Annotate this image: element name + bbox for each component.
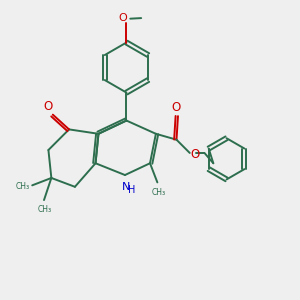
Text: CH₃: CH₃ — [38, 206, 52, 214]
Text: H: H — [128, 185, 135, 195]
Text: N: N — [122, 182, 130, 192]
Text: O: O — [172, 101, 181, 114]
Text: CH₃: CH₃ — [152, 188, 166, 197]
Text: O: O — [118, 13, 127, 22]
Text: O: O — [44, 100, 53, 113]
Text: CH₃: CH₃ — [15, 182, 29, 191]
Text: O: O — [190, 148, 200, 161]
